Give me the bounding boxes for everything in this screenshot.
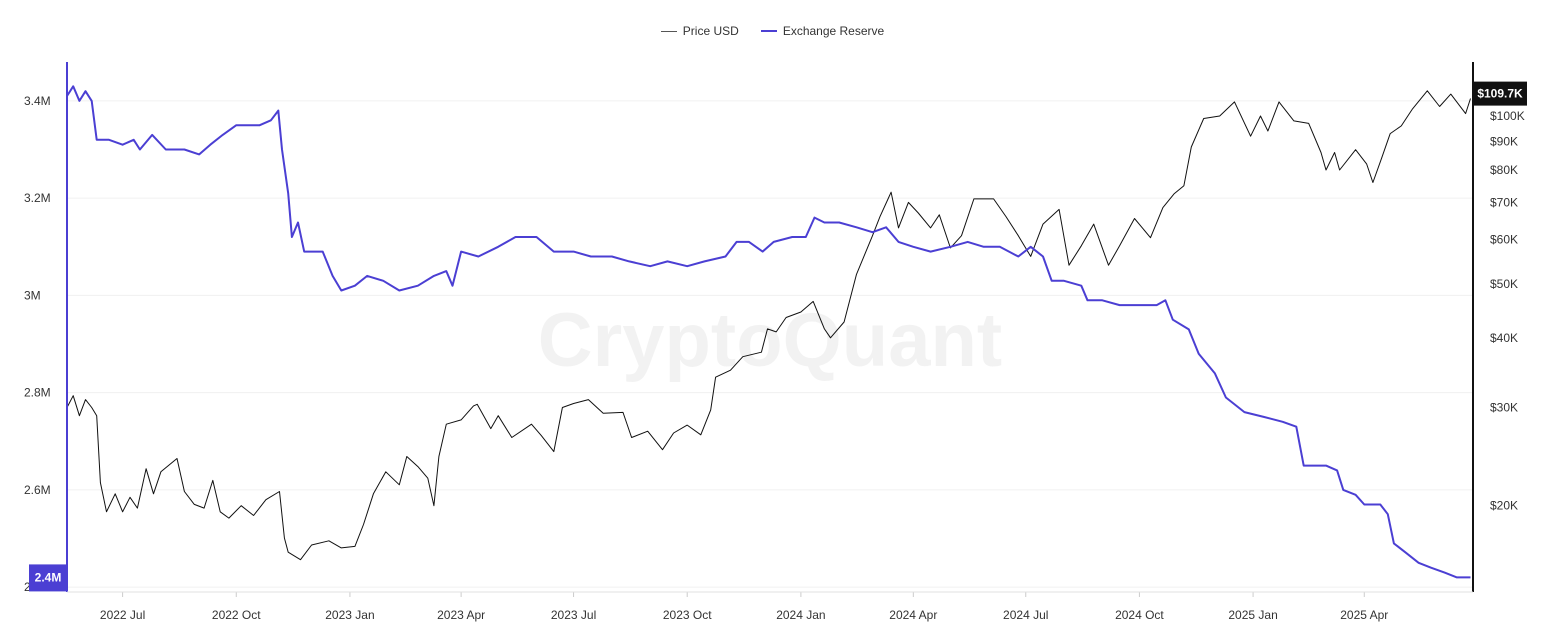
x-tick-label: 2025 Jan: [1228, 608, 1277, 622]
watermark-text: CryptoQuant: [538, 298, 1002, 383]
right-tick-label: $40K: [1490, 331, 1518, 345]
x-tick-label: 2023 Oct: [663, 608, 712, 622]
right-tick-label: $90K: [1490, 135, 1518, 149]
left-tick-label: 2.6M: [24, 483, 51, 497]
x-tick-label: 2025 Apr: [1340, 608, 1388, 622]
price-line: [66, 90, 1471, 561]
reserve-value-badge: [29, 564, 67, 592]
right-tick-label: $50K: [1490, 277, 1518, 291]
x-tick-label: 2023 Apr: [437, 608, 485, 622]
right-axis-ticks: $100K $90K $80K $70K $60K $50K $40K $30K $20K: [1490, 109, 1525, 513]
left-tick-label: 3M: [24, 288, 41, 302]
series-layer: [66, 85, 1471, 579]
legend-item-exchange-reserve[interactable]: Exchange Reserve: [760, 24, 885, 38]
x-tick-label: 2022 Jul: [100, 608, 145, 622]
left-tick-label: 3.2M: [24, 191, 51, 205]
right-tick-label: $70K: [1490, 195, 1518, 209]
legend-item-price[interactable]: Price USD: [660, 24, 739, 38]
legend-label-exchange-reserve: Exchange Reserve: [782, 24, 885, 38]
legend-swatch-exchange-reserve: [760, 30, 777, 32]
x-tick-label: 2022 Oct: [212, 608, 261, 622]
x-tick-label: 2024 Jul: [1003, 608, 1048, 622]
x-tick-label: 2024 Apr: [889, 608, 937, 622]
right-tick-label: $100K: [1490, 109, 1525, 123]
chart-legend: Price USD Exchange Reserve: [0, 24, 1545, 38]
reserve-value-badge-label: 2.4M: [35, 570, 62, 584]
axes: [66, 62, 1474, 593]
left-tick-label: 3.4M: [24, 94, 51, 108]
legend-label-price: Price USD: [682, 24, 739, 38]
right-tick-label: $30K: [1490, 400, 1518, 414]
price-value-badge: [1474, 81, 1527, 106]
x-axis-ticks: 2022 Jul 2022 Oct 2023 Jan 2023 Apr 2023 Jul…: [100, 592, 1388, 622]
price-value-badge-label: $109.7K: [1477, 87, 1523, 101]
right-tick-label: $20K: [1490, 499, 1518, 513]
value-badges: 2.4M $109.7K: [29, 81, 1527, 592]
x-tick-label: 2023 Jul: [551, 608, 596, 622]
right-tick-label: $60K: [1490, 233, 1518, 247]
x-tick-label: 2024 Oct: [1115, 608, 1164, 622]
right-tick-label: $80K: [1490, 163, 1518, 177]
legend-swatch-price: [660, 30, 677, 32]
x-tick-label: 2024 Jan: [776, 608, 825, 622]
grid: [67, 100, 1473, 588]
x-tick-label: 2023 Jan: [325, 608, 374, 622]
left-tick-label: 2.8M: [24, 386, 51, 400]
exchange-reserve-line: [66, 85, 1471, 579]
